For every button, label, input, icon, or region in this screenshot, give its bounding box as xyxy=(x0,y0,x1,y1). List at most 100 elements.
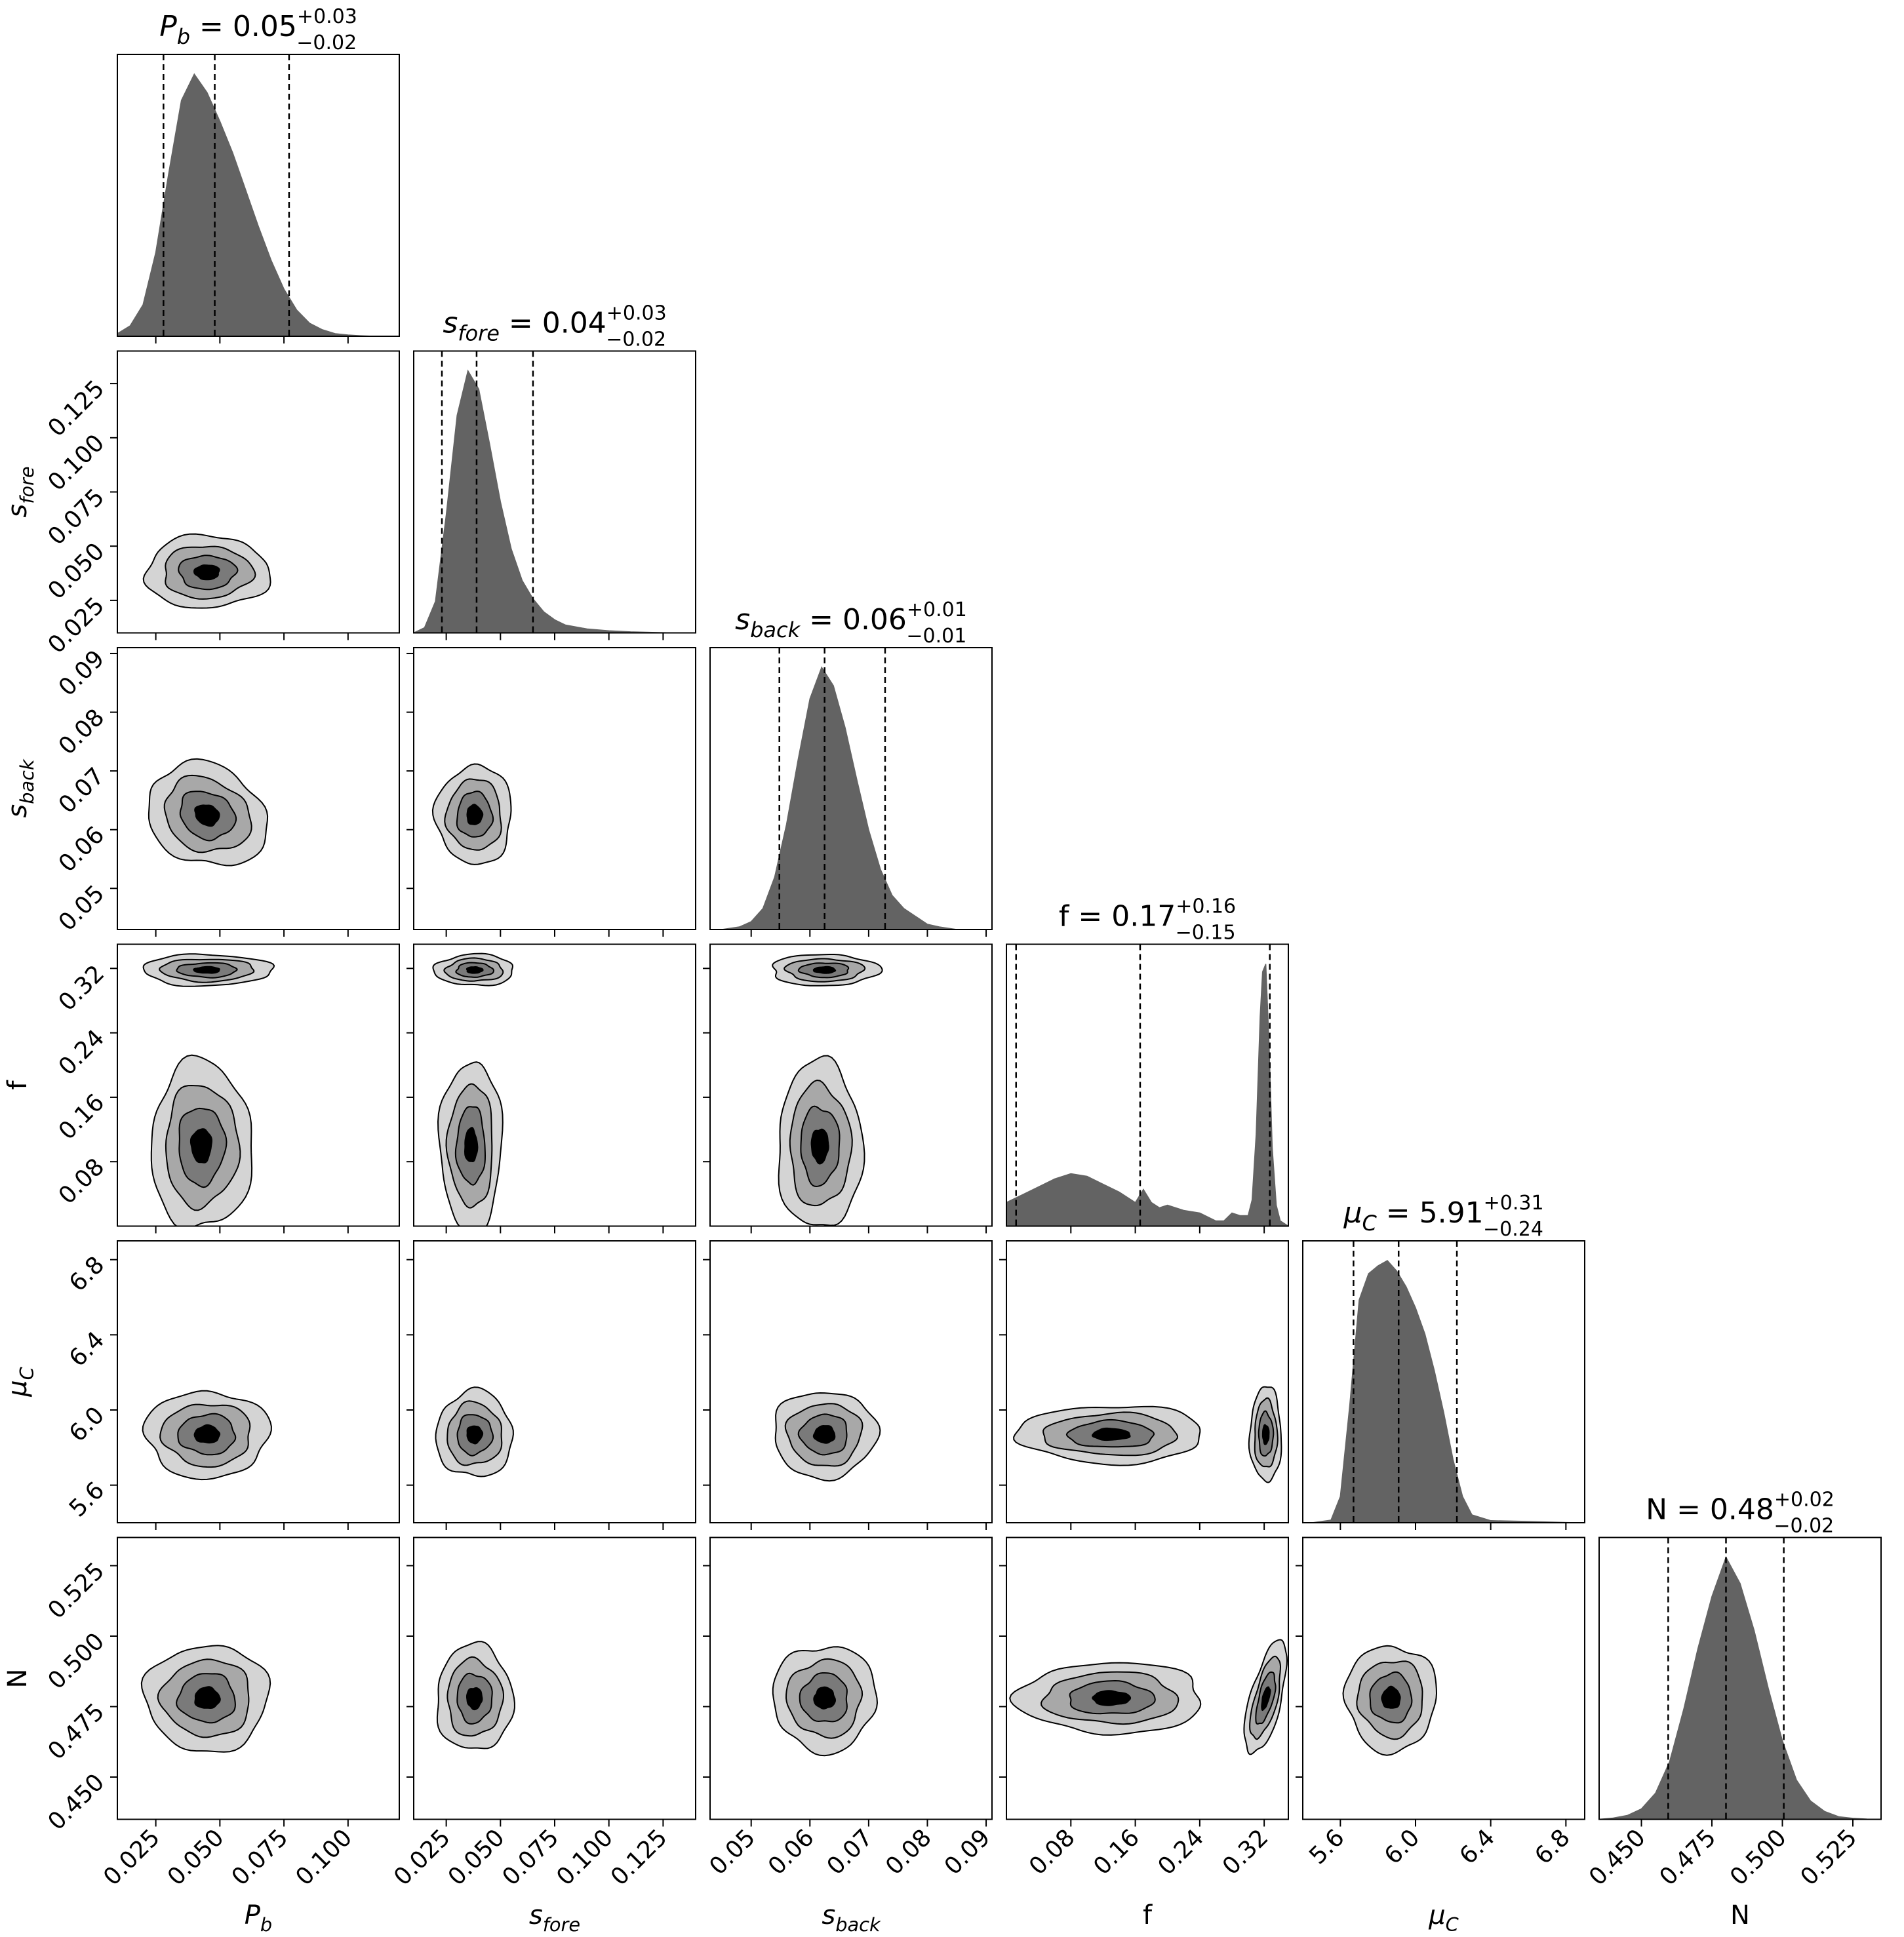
title-s_fore: sfore = 0.04+0.03 −0.02 xyxy=(443,302,666,351)
contour-Pb-s_fore-level-3-0 xyxy=(193,564,220,581)
y-tick-label: 0.24 xyxy=(54,1025,110,1081)
axes-frame xyxy=(709,1536,993,1820)
panel-s_fore-vs-s_back xyxy=(407,647,696,937)
axes-frame xyxy=(709,1240,993,1523)
axes-frame xyxy=(1006,1240,1289,1523)
x-tick-label: 0.16 xyxy=(1088,1824,1145,1881)
x-tick-label: 0.500 xyxy=(1725,1824,1792,1891)
panel-s_fore-vs-f xyxy=(407,943,696,1234)
y-axis-label-f: f xyxy=(3,1080,33,1090)
x-tick-label: 0.08 xyxy=(881,1824,937,1881)
panel-Pb-vs-mu_C: 5.6 6.0 6.4 6.8 μC xyxy=(3,1240,400,1530)
axes-frame xyxy=(117,1240,400,1523)
contour-s_back-mu_C-level-3-0 xyxy=(812,1424,836,1444)
x-tick-label: 0.050 xyxy=(163,1824,229,1891)
x-tick-label: 0.05 xyxy=(704,1824,761,1881)
y-tick-label: 6.8 xyxy=(64,1251,109,1297)
x-tick-label: 0.32 xyxy=(1218,1824,1274,1881)
contour-f-mu_C-level-3-1 xyxy=(1091,1427,1131,1441)
panel-mu_C-histogram: μC = 5.91+0.31 −0.24 xyxy=(1302,1192,1585,1530)
y-tick-label: 0.16 xyxy=(54,1089,110,1145)
x-axis-label-N: N xyxy=(1730,1900,1750,1930)
contour-s_fore-mu_C-level-3-0 xyxy=(466,1425,484,1445)
x-tick-label: 0.475 xyxy=(1654,1824,1721,1891)
title-s_back: sback = 0.06+0.01 −0.01 xyxy=(735,598,967,648)
x-tick-label: 0.06 xyxy=(763,1824,820,1881)
axes-frame xyxy=(1006,1536,1289,1820)
contour-s_fore-f-level-3-1 xyxy=(464,1127,479,1163)
y-tick-label: 0.08 xyxy=(54,1154,110,1210)
axes-frame xyxy=(117,943,400,1227)
axes-frame xyxy=(117,1536,400,1820)
panel-s_back-vs-N: 0.05 0.06 0.07 0.08 0.09 sback xyxy=(703,1536,996,1936)
x-tick-label: 0.025 xyxy=(98,1824,165,1891)
panel-Pb-vs-f: 0.08 0.16 0.24 0.32 f xyxy=(3,943,400,1234)
panel-s_back-histogram: sback = 0.06+0.01 −0.01 xyxy=(709,598,993,937)
panel-s_fore-vs-mu_C xyxy=(407,1240,696,1530)
x-tick-label: 6.4 xyxy=(1455,1824,1500,1869)
y-tick-label: 0.050 xyxy=(43,538,109,605)
y-tick-label: 5.6 xyxy=(64,1477,109,1522)
contour-s_fore-s_back-level-3-0 xyxy=(466,804,484,825)
x-tick-label: 0.525 xyxy=(1795,1824,1862,1891)
histogram-s_fore xyxy=(414,369,674,633)
x-tick-label: 0.125 xyxy=(606,1824,673,1891)
x-tick-label: 0.07 xyxy=(822,1824,879,1881)
y-tick-label: 0.32 xyxy=(54,960,110,1017)
x-tick-label: 0.050 xyxy=(443,1824,510,1891)
contour-Pb-s_back-level-3-0 xyxy=(194,804,220,827)
y-tick-label: 0.06 xyxy=(54,821,110,878)
x-tick-label: 5.6 xyxy=(1304,1824,1349,1869)
x-tick-label: 0.09 xyxy=(940,1824,996,1881)
y-tick-label: 0.025 xyxy=(43,592,109,659)
axes-frame xyxy=(1302,1536,1585,1820)
histogram-mu_C xyxy=(1312,1260,1576,1523)
x-tick-label: 6.0 xyxy=(1379,1824,1425,1869)
y-tick-label: 0.075 xyxy=(43,484,109,551)
y-tick-label: 6.0 xyxy=(64,1401,109,1447)
y-axis-label-s_back: sback xyxy=(3,758,38,818)
y-tick-label: 0.475 xyxy=(43,1698,109,1765)
contour-s_back-N-level-3-0 xyxy=(813,1686,837,1710)
axes-frame xyxy=(1302,1240,1585,1523)
x-tick-label: 6.8 xyxy=(1530,1824,1575,1869)
axes-frame xyxy=(1006,943,1289,1227)
panel-s_fore-histogram: sfore = 0.04+0.03 −0.02 xyxy=(413,302,696,640)
contour-Pb-f-level-3-0 xyxy=(193,966,220,974)
x-axis-label-mu_C: μC xyxy=(1428,1900,1459,1936)
contour-Pb-N-level-3-0 xyxy=(194,1686,221,1710)
title-mu_C: μC = 5.91+0.31 −0.24 xyxy=(1343,1192,1543,1241)
axes-frame xyxy=(117,647,400,930)
x-axis-label-s_fore: sfore xyxy=(529,1900,580,1936)
contour-s_back-f-level-3-0 xyxy=(812,966,837,974)
panel-N-histogram: N = 0.48+0.02 −0.02 0.450 0.475 0.500 0.525 N xyxy=(1584,1489,1882,1930)
x-tick-label: 0.025 xyxy=(389,1824,456,1891)
y-tick-label: 6.4 xyxy=(64,1327,109,1372)
contour-f-mu_C-level-3-0 xyxy=(1261,1424,1270,1445)
panel-mu_C-vs-N: 5.6 6.0 6.4 6.8 μC xyxy=(1296,1536,1585,1936)
y-axis-label-mu_C: μC xyxy=(3,1366,38,1397)
y-tick-label: 0.500 xyxy=(43,1628,109,1694)
contour-s_fore-N-level-3-0 xyxy=(466,1687,483,1711)
panel-s_back-vs-f xyxy=(703,943,993,1234)
panel-s_back-vs-mu_C xyxy=(703,1240,993,1530)
contour-Pb-f-level-3-1 xyxy=(189,1128,213,1164)
y-tick-label: 0.100 xyxy=(43,429,109,496)
histogram-Pb xyxy=(117,73,374,336)
contour-f-N-level-3-0 xyxy=(1261,1686,1271,1712)
contour-s_back-f-level-3-1 xyxy=(810,1128,829,1165)
contour-Pb-mu_C-level-3-0 xyxy=(193,1424,221,1444)
x-axis-label-f: f xyxy=(1143,1900,1153,1930)
title-Pb: Pb = 0.05+0.03 −0.02 xyxy=(159,5,357,54)
y-tick-label: 0.525 xyxy=(43,1557,109,1624)
axes-frame xyxy=(709,647,993,930)
axes-frame xyxy=(1598,1536,1882,1820)
x-tick-label: 0.100 xyxy=(290,1824,357,1891)
y-axis-label-N: N xyxy=(3,1669,33,1689)
x-tick-label: 0.100 xyxy=(551,1824,618,1891)
panel-f-vs-N: 0.08 0.16 0.24 0.32 f xyxy=(999,1536,1289,1930)
histogram-s_back xyxy=(721,666,957,929)
